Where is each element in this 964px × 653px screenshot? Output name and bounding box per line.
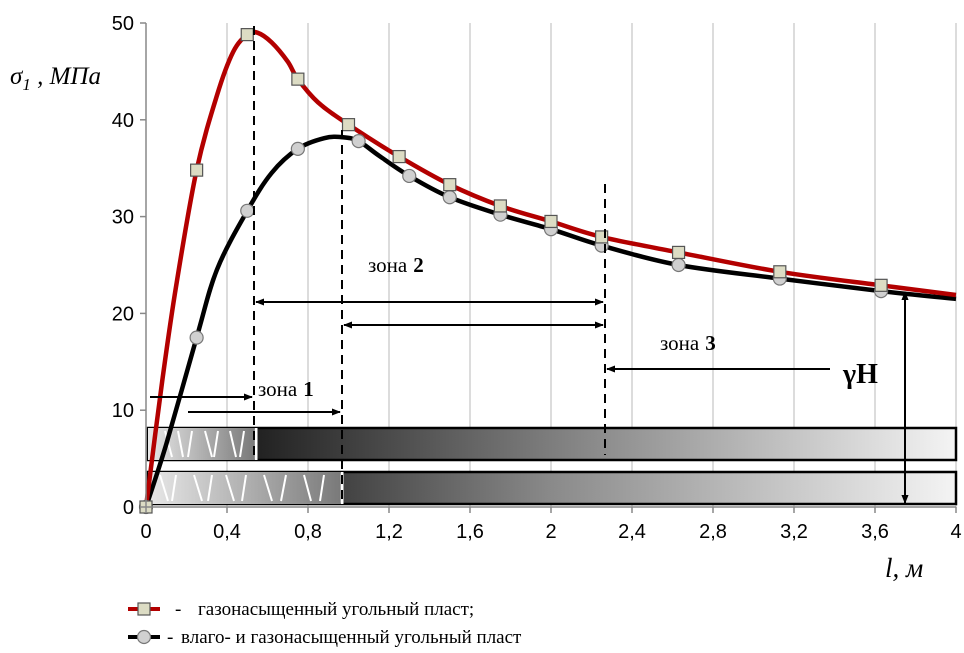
x-tick-label: 2,4 [618,521,646,543]
data-point-gas [874,278,888,292]
x-tick-label: 0 [140,521,151,543]
x-tick-label: 1,6 [456,521,484,543]
data-point-moist [240,203,255,218]
data-point-moist [189,330,204,345]
x-tick-label: 1,2 [375,521,403,543]
legend-square-marker [137,602,151,616]
x-tick-labels: 0 0,4 0,8 1,2 1,6 2 2,4 2,8 3,2 3,6 4 [140,507,962,543]
zone3-label: зона 3 [660,331,716,355]
legend-item-gas: - газонасыщенный угольный пласт; [128,599,474,620]
legend-label-gas: газонасыщенный угольный пласт; [198,599,474,620]
legend-circle-marker [136,629,152,645]
data-point-gas [493,199,507,213]
zone1-label: зона 1 [258,377,314,401]
y-tick-label: 0 [123,497,134,519]
gamma-h-label: γH [842,359,878,390]
seam-bar-bottom-cracks [159,474,325,502]
y-axis-label: σ1 , МПа [10,63,101,94]
legend-item-moist: - влаго- и газонасыщенный угольный пласт [128,627,522,648]
legend-dash: - [175,599,181,620]
y-tick-labels: 0 10 20 30 40 50 [112,13,146,519]
data-point-moist [351,133,366,149]
x-tick-label: 3,2 [780,521,808,543]
data-point-gas [190,163,204,177]
coal-seam-bars [146,426,958,506]
legend-label-moist: влаго- и газонасыщенный угольный пласт [181,627,522,648]
y-tick-label: 40 [112,110,134,132]
series-line-moist [143,134,957,508]
x-axis-label: l, м [885,553,923,583]
data-point-gas [443,178,457,192]
data-point-gas [544,214,558,229]
data-point-gas [291,72,305,86]
data-point-gas [392,149,406,164]
data-point-gas [341,118,356,132]
x-tick-label: 0,8 [294,521,322,543]
x-tick-label: 0,4 [213,521,241,543]
legend: - газонасыщенный угольный пласт; - влаго… [128,599,522,648]
data-point-gas [240,28,254,42]
y-tick-label: 50 [112,13,134,35]
y-tick-label: 10 [112,400,134,422]
x-tick-label: 2,8 [699,521,727,543]
data-point-moist [402,168,417,184]
y-tick-label: 20 [112,303,134,325]
zone2-label: зона 2 [368,253,424,277]
x-tick-label: 4 [950,521,961,543]
seam-bar-top [146,426,958,462]
series-markers [138,28,889,515]
y-tick-label: 30 [112,207,134,229]
data-point-gas [671,245,686,260]
legend-dash: - [167,627,173,648]
x-tick-label: 2 [545,521,556,543]
grid-lines [226,23,957,507]
data-point-moist [671,257,686,273]
x-tick-label: 3,6 [861,521,889,543]
data-point-gas [773,265,787,279]
data-point-moist [442,190,457,205]
data-point-moist [290,141,305,156]
zone-annotations: зона 1 зона 2 зона 3 γH [150,26,909,504]
